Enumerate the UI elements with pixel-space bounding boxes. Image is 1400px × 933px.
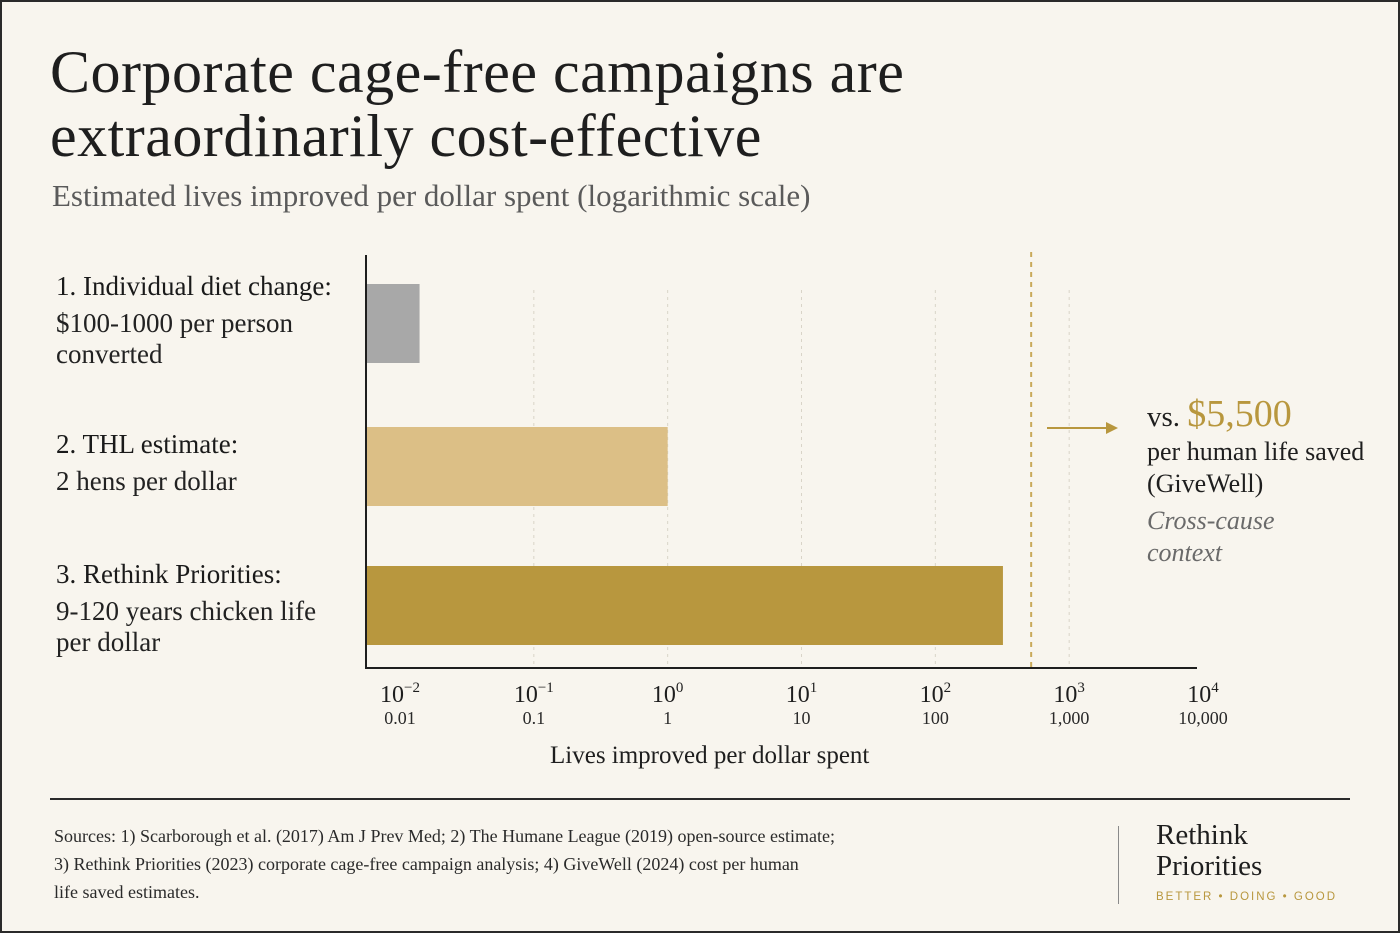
category-name: 1. Individual diet change:: [56, 271, 332, 301]
tick-label-decimal: 10,000: [1178, 708, 1228, 728]
x-axis-label: Lives improved per dollar spent: [550, 742, 870, 769]
comparison-headline: vs. $5,500: [1147, 392, 1292, 436]
category-label-2: 2. THL estimate: 2 hens per dollar: [56, 428, 356, 497]
comparison-vs: vs.: [1147, 401, 1181, 433]
category-desc: 2 hens per dollar: [56, 466, 237, 496]
bar-chart: 10−20.0110−10.11001101101021001031,00010…: [365, 252, 1228, 728]
tick-label-decimal: 0.01: [384, 708, 416, 728]
category-label-3: 3. Rethink Priorities: 9-120 years chick…: [56, 558, 356, 658]
tick-label-decimal: 10: [793, 708, 811, 728]
logo-line-1: Rethink: [1156, 819, 1248, 851]
bar-3: [367, 566, 1003, 645]
sources-line-3: life saved estimates.: [54, 882, 200, 902]
title-line-1: Corporate cage-free campaigns are: [50, 39, 905, 105]
category-name: 3. Rethink Priorities:: [56, 559, 282, 589]
sources-text: Sources: 1) Scarborough et al. (2017) Am…: [54, 822, 1054, 906]
arrow-head: [1106, 422, 1118, 434]
title-line-2: extraordinarily cost-effective: [50, 103, 762, 169]
category-name: 2. THL estimate:: [56, 429, 239, 459]
tick-label-power: 104: [1187, 680, 1219, 708]
brand-logo: Rethink Priorities BETTER • DOING • GOOD: [1156, 819, 1338, 904]
comparison-amount: $5,500: [1187, 393, 1292, 435]
logo-line-2: Priorities: [1156, 850, 1263, 882]
comparison-description: per human life saved (GiveWell): [1147, 437, 1365, 498]
sources-line-2: 3) Rethink Priorities (2023) corporate c…: [54, 854, 799, 874]
tick-label-decimal: 1,000: [1049, 708, 1090, 728]
logo-divider: [1118, 826, 1119, 904]
tick-label-power: 10−2: [380, 680, 420, 708]
chart-subtitle: Estimated lives improved per dollar spen…: [52, 178, 811, 213]
tick-label-power: 101: [786, 680, 818, 708]
tick-label-power: 10−1: [514, 680, 554, 708]
tick-label-power: 102: [920, 680, 952, 708]
logo-tagline: BETTER • DOING • GOOD: [1156, 891, 1338, 903]
comparison-context: Cross-cause context: [1147, 506, 1275, 567]
bar-2: [367, 427, 668, 506]
tick-label-decimal: 0.1: [523, 708, 546, 728]
tick-label-decimal: 100: [922, 708, 949, 728]
category-label-1: 1. Individual diet change: $100-1000 per…: [56, 270, 356, 370]
bar-1: [367, 284, 420, 363]
tick-label-power: 100: [652, 680, 684, 708]
sources-line-1: Sources: 1) Scarborough et al. (2017) Am…: [54, 826, 835, 846]
tick-label-power: 103: [1053, 680, 1085, 708]
footer-divider: [50, 798, 1350, 800]
chart-title: Corporate cage-free campaigns are extrao…: [50, 40, 904, 168]
tick-label-decimal: 1: [663, 708, 672, 728]
category-desc: 9-120 years chicken life per dollar: [56, 596, 317, 657]
category-desc: $100-1000 per person converted: [56, 308, 293, 369]
